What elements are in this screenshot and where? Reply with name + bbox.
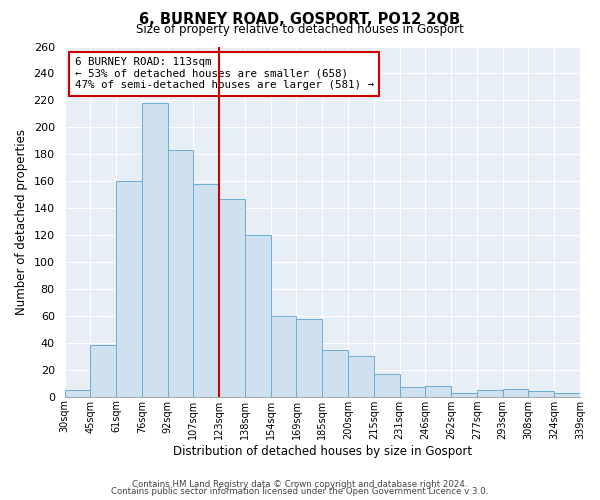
Text: Contains public sector information licensed under the Open Government Licence v : Contains public sector information licen…	[112, 487, 488, 496]
Text: 6 BURNEY ROAD: 113sqm
← 53% of detached houses are smaller (658)
47% of semi-det: 6 BURNEY ROAD: 113sqm ← 53% of detached …	[75, 57, 374, 90]
Text: Contains HM Land Registry data © Crown copyright and database right 2024.: Contains HM Land Registry data © Crown c…	[132, 480, 468, 489]
Bar	[400, 387, 425, 396]
Bar	[116, 181, 142, 396]
Bar	[296, 318, 322, 396]
Bar	[245, 235, 271, 396]
Bar	[65, 390, 91, 396]
Bar	[425, 386, 451, 396]
Bar	[193, 184, 219, 396]
Text: 6, BURNEY ROAD, GOSPORT, PO12 2QB: 6, BURNEY ROAD, GOSPORT, PO12 2QB	[139, 12, 461, 28]
Bar	[322, 350, 348, 397]
Y-axis label: Number of detached properties: Number of detached properties	[15, 128, 28, 314]
Bar	[477, 390, 503, 396]
Text: Size of property relative to detached houses in Gosport: Size of property relative to detached ho…	[136, 22, 464, 36]
Bar	[219, 198, 245, 396]
Bar	[529, 392, 554, 396]
X-axis label: Distribution of detached houses by size in Gosport: Distribution of detached houses by size …	[173, 444, 472, 458]
Bar	[91, 346, 116, 397]
Bar	[167, 150, 193, 396]
Bar	[503, 388, 529, 396]
Bar	[348, 356, 374, 397]
Bar	[142, 103, 167, 397]
Bar	[271, 316, 296, 396]
Bar	[451, 392, 477, 396]
Bar	[554, 392, 580, 396]
Bar	[374, 374, 400, 396]
